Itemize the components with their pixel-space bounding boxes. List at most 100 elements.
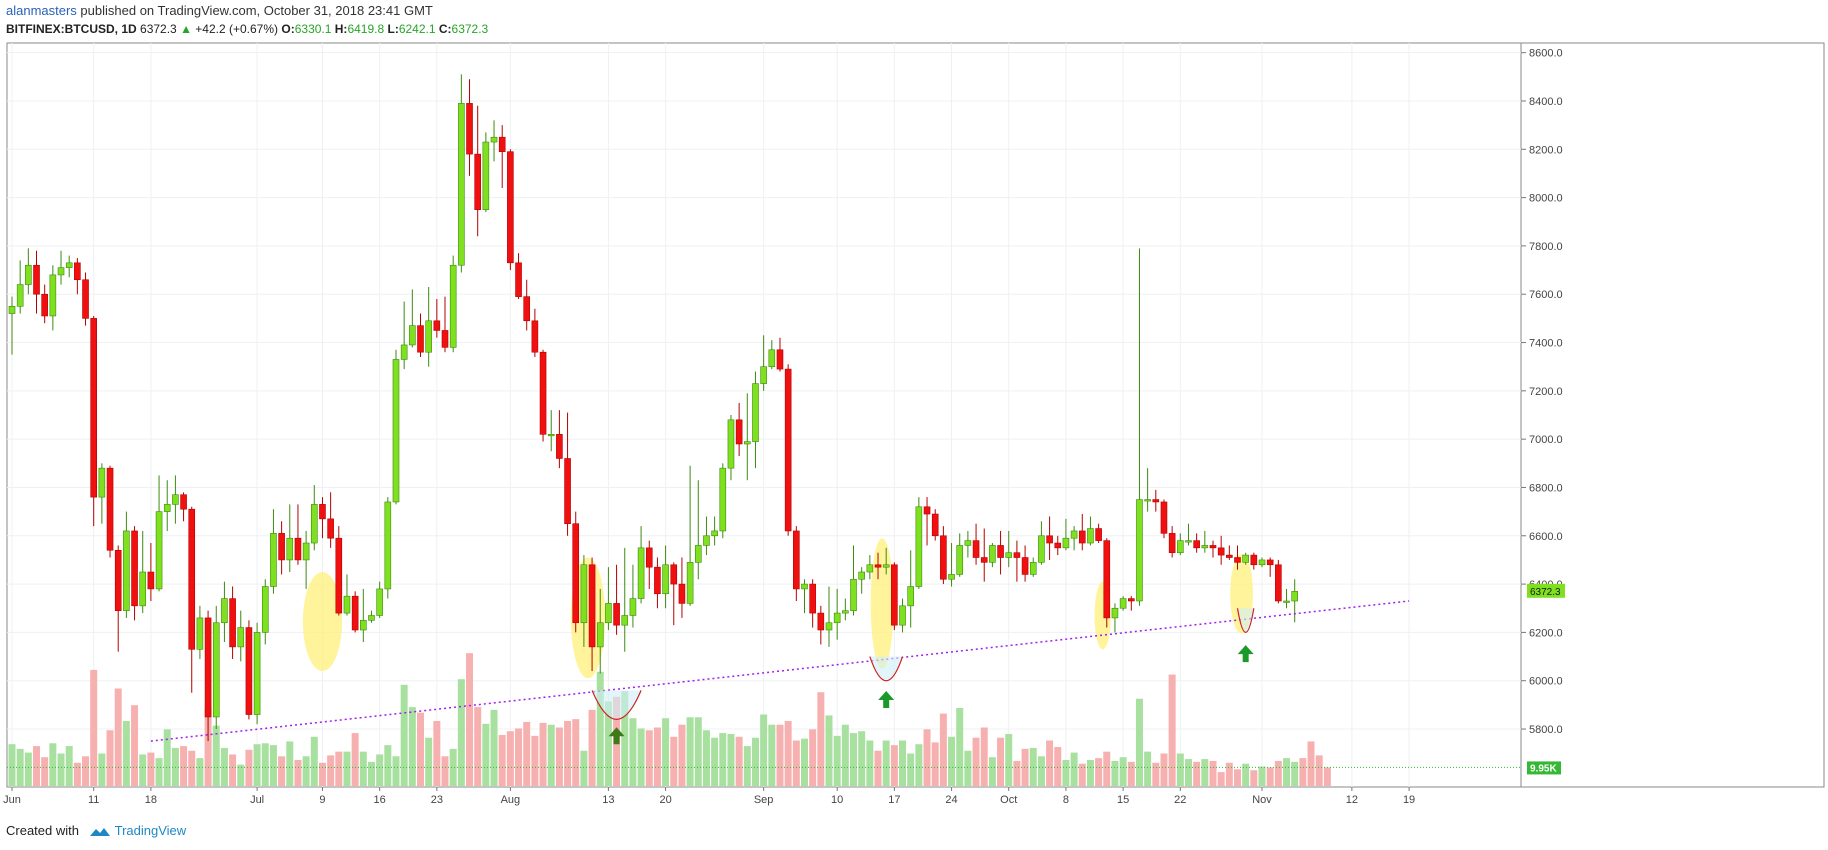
volume-bar: [604, 701, 612, 786]
author-link[interactable]: alanmasters: [6, 3, 77, 18]
candle-body: [57, 267, 65, 276]
candle-body: [931, 513, 939, 537]
candle-body: [874, 564, 882, 568]
publish-info: alanmasters published on TradingView.com…: [6, 3, 433, 18]
volume-bar: [302, 756, 310, 786]
volume-bar: [441, 756, 449, 786]
volume-bar: [147, 752, 155, 786]
candle-body: [564, 458, 571, 525]
candle-body: [1103, 540, 1111, 619]
volume-bar: [621, 691, 629, 786]
y-tick-label: 8000.0: [1529, 193, 1563, 205]
candle-body: [335, 537, 343, 614]
volume-bar: [57, 753, 65, 786]
tradingview-link[interactable]: TradingView: [114, 823, 187, 838]
candle-body: [727, 419, 735, 469]
volume-bar: [547, 724, 555, 786]
candle-body: [825, 622, 833, 631]
up-triangle-icon: ▲: [180, 22, 192, 36]
candle-body: [645, 547, 653, 568]
candle-body: [376, 588, 383, 616]
volume-bar: [327, 755, 335, 786]
candle-body: [711, 530, 718, 537]
volume-bar: [711, 737, 719, 786]
volume-bar: [702, 730, 710, 786]
x-tick-label: 19: [1403, 794, 1415, 806]
volume-bar: [1021, 748, 1029, 786]
candle-body: [654, 566, 661, 595]
volume-bar: [964, 750, 972, 786]
volume-bar: [694, 717, 702, 786]
volume-bar: [1078, 763, 1086, 786]
x-tick-label: 13: [602, 794, 614, 806]
volume-bar: [686, 717, 694, 786]
candle-body: [809, 583, 816, 614]
candle-body: [801, 583, 808, 590]
volume-bar: [1315, 755, 1323, 786]
highlight-ellipse: [870, 538, 894, 669]
candle-body: [817, 612, 825, 631]
volume-bar: [1086, 760, 1094, 786]
volume-bar: [980, 727, 988, 786]
candle-body: [490, 136, 498, 143]
candle-body: [237, 627, 245, 648]
candle-body: [360, 620, 367, 631]
volume-bar: [580, 750, 588, 786]
candle-body: [409, 325, 416, 346]
candle-body: [1005, 552, 1013, 558]
volume-bar: [237, 764, 245, 786]
x-tick-label: 18: [145, 794, 157, 806]
volume-bar: [1323, 767, 1331, 786]
candle-body: [1013, 552, 1021, 558]
candle-body: [1054, 542, 1062, 549]
volume-bar: [800, 738, 808, 786]
candle-body: [392, 359, 400, 503]
volume-bar: [833, 735, 841, 786]
volume-bar: [931, 742, 939, 786]
candle-body: [172, 494, 179, 505]
volume-bar: [24, 752, 32, 786]
candle-body: [466, 103, 473, 155]
high-label: H:: [334, 22, 348, 36]
candle-body: [417, 325, 424, 353]
candle-body: [41, 293, 48, 317]
y-tick-label: 5800.0: [1529, 724, 1563, 736]
candle-body: [596, 622, 604, 648]
volume-bar: [670, 736, 678, 786]
volume-bar: [1201, 759, 1209, 786]
cup-curve: [869, 656, 904, 682]
x-tick-label: 10: [831, 794, 843, 806]
candle-body: [106, 467, 114, 551]
volume-bar: [564, 721, 572, 786]
y-tick-label: 7000.0: [1529, 434, 1563, 446]
candle-body: [245, 627, 253, 715]
volume-bar: [907, 753, 915, 786]
candle-body: [319, 504, 326, 520]
volume-bar: [204, 708, 212, 786]
volume-bar: [768, 724, 776, 786]
support-trendline: [150, 600, 1410, 742]
volume-bar: [139, 754, 147, 786]
annotations: [150, 600, 1410, 745]
candle-body: [580, 564, 588, 624]
volume-bar: [645, 730, 653, 786]
volume-bar: [155, 758, 163, 786]
y-tick-label: 7400.0: [1529, 338, 1563, 350]
volume-bar: [196, 758, 204, 786]
candle-body: [752, 383, 759, 442]
candle-body: [425, 320, 432, 353]
candle-body: [441, 330, 449, 348]
candle-body: [310, 504, 318, 544]
volume-bar: [98, 753, 106, 786]
candle-body: [743, 441, 751, 445]
candle-body: [1283, 600, 1290, 603]
x-tick-label: 24: [945, 794, 957, 806]
candle-body: [613, 603, 620, 626]
candle-body: [1160, 501, 1168, 534]
volume-bar: [506, 731, 514, 786]
volume-bar: [294, 760, 302, 786]
volume-bar: [457, 679, 465, 786]
candle-body: [433, 320, 441, 331]
volume-bar: [343, 751, 351, 786]
